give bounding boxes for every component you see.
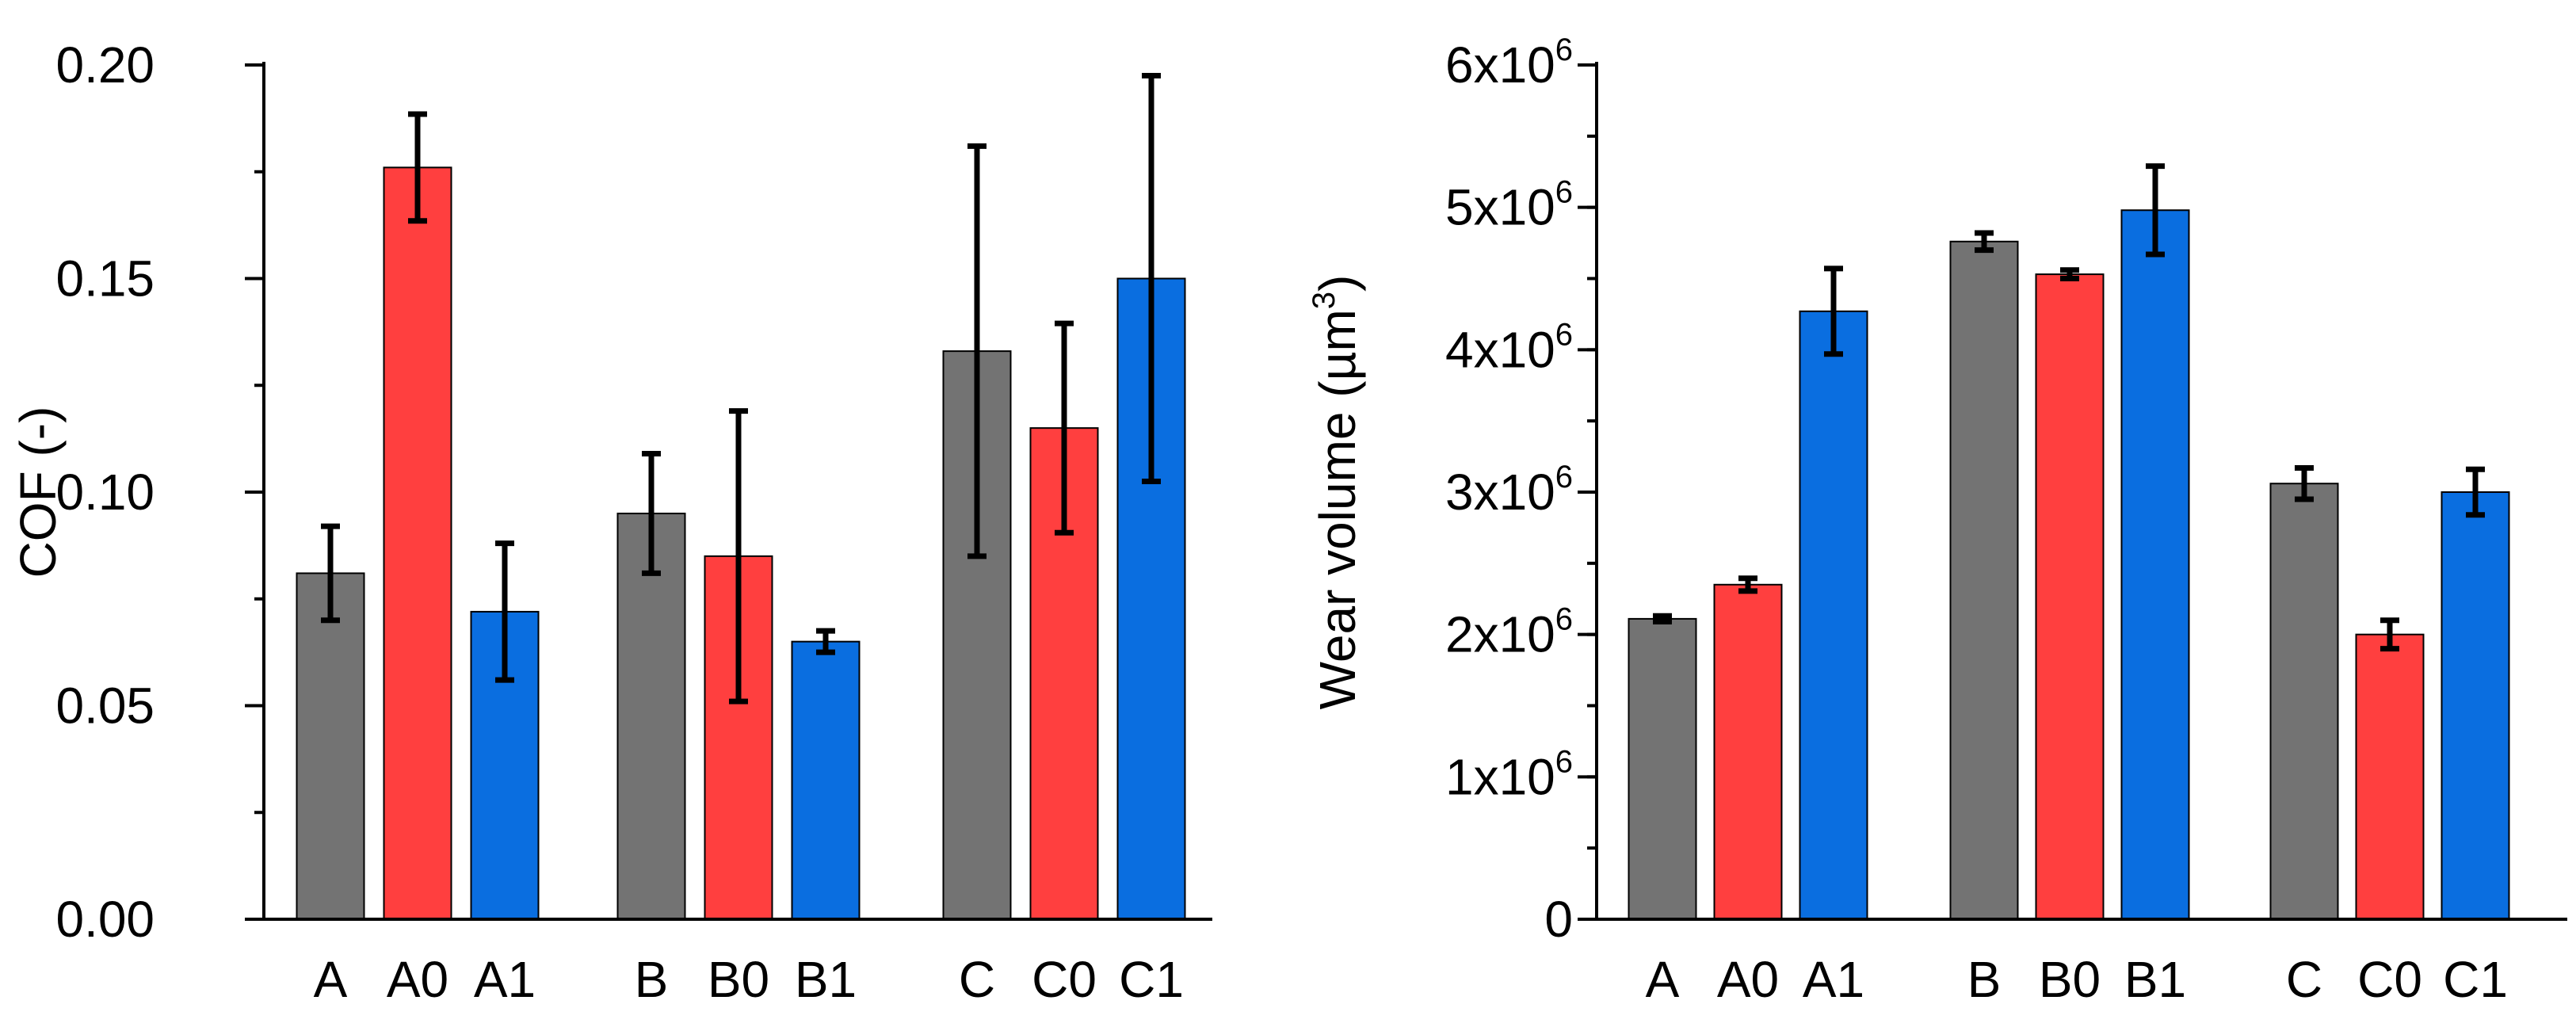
y-tick-label-base: 4x10 xyxy=(1445,321,1555,378)
bar-A xyxy=(296,572,365,920)
y-tick-label-exponent: 6 xyxy=(1555,317,1573,352)
category-label-C1: C1 xyxy=(2443,951,2508,1008)
y-axis-title-main: Wear volume (µm xyxy=(1309,309,1366,709)
y-axis-title: COF (-) xyxy=(10,407,67,578)
y-tick-label: 0 xyxy=(1544,891,1573,948)
category-label-C0: C0 xyxy=(1032,951,1097,1008)
bar-C xyxy=(2269,483,2339,920)
y-tick-label-base: 5x10 xyxy=(1445,179,1555,236)
y-tick-label: 0.10 xyxy=(55,464,155,521)
category-label-C0: C0 xyxy=(2357,951,2422,1008)
y-axis-title-end: ) xyxy=(1309,275,1366,292)
bar-B1 xyxy=(791,640,861,921)
category-label-B1: B1 xyxy=(795,951,857,1008)
y-tick-label-exponent: 6 xyxy=(1555,602,1573,637)
category-label-B0: B0 xyxy=(708,951,769,1008)
y-tick-label: 2x106 xyxy=(1445,602,1573,663)
category-label-B: B xyxy=(1967,951,2002,1008)
y-tick-label: 6x106 xyxy=(1445,32,1573,94)
y-tick-label-base: 1x10 xyxy=(1445,748,1555,805)
bar-C0 xyxy=(2355,633,2425,921)
y-tick-label: 5x106 xyxy=(1445,175,1573,236)
category-label-A0: A0 xyxy=(387,951,448,1008)
y-tick-label-exponent: 6 xyxy=(1555,32,1573,67)
y-axis-title-sup: 3 xyxy=(1307,292,1341,309)
y-tick-label: 0.20 xyxy=(55,36,155,94)
bar-A0 xyxy=(383,166,452,921)
y-tick-label: 0.05 xyxy=(55,678,155,735)
wear-volume-chart: A A0 A1 B B0 B1 C C0 C101x1062x1063x1064x1065x10… xyxy=(1307,32,2567,1008)
category-label-A0: A0 xyxy=(1717,951,1779,1008)
y-tick-label-base: 0 xyxy=(1544,891,1573,948)
bar-B0 xyxy=(2035,273,2105,920)
bar-B1 xyxy=(2120,209,2190,920)
category-label-C: C xyxy=(2286,951,2322,1008)
category-label-B1: B1 xyxy=(2124,951,2186,1008)
category-label-A1: A1 xyxy=(1803,951,1864,1008)
y-tick-label: 0.15 xyxy=(55,250,155,307)
bar-B xyxy=(1949,240,2019,920)
y-tick-label-base: 2x10 xyxy=(1445,606,1555,663)
y-tick-label: 1x106 xyxy=(1445,744,1573,805)
bar-C1 xyxy=(2441,491,2510,920)
y-tick-label: 4x106 xyxy=(1445,317,1573,378)
y-tick-label: 3x106 xyxy=(1445,460,1573,521)
y-tick-label-exponent: 6 xyxy=(1555,460,1573,494)
category-label-C: C xyxy=(959,951,995,1008)
category-label-C1: C1 xyxy=(1119,951,1184,1008)
y-axis-title: Wear volume (µm3) xyxy=(1307,275,1366,710)
cof-chart: A A0 A1 B B0 B1 C C0 C1 0.00 0.05 0.10 0.15 0.20 COF (… xyxy=(10,36,1212,1008)
bar-A xyxy=(1628,617,1697,920)
category-label-A: A xyxy=(1646,951,1680,1008)
y-tick-label-base: 6x10 xyxy=(1445,36,1555,94)
category-label-A1: A1 xyxy=(474,951,536,1008)
y-tick-label-base: 3x10 xyxy=(1445,464,1555,521)
y-tick-label: 0.00 xyxy=(55,891,155,948)
bar-A0 xyxy=(1713,583,1783,920)
y-tick-label-exponent: 6 xyxy=(1555,744,1573,779)
category-label-A: A xyxy=(314,951,348,1008)
category-label-B0: B0 xyxy=(2039,951,2101,1008)
y-tick-label-exponent: 6 xyxy=(1555,175,1573,210)
category-label-B: B xyxy=(635,951,669,1008)
bar-A1 xyxy=(1799,310,1868,921)
